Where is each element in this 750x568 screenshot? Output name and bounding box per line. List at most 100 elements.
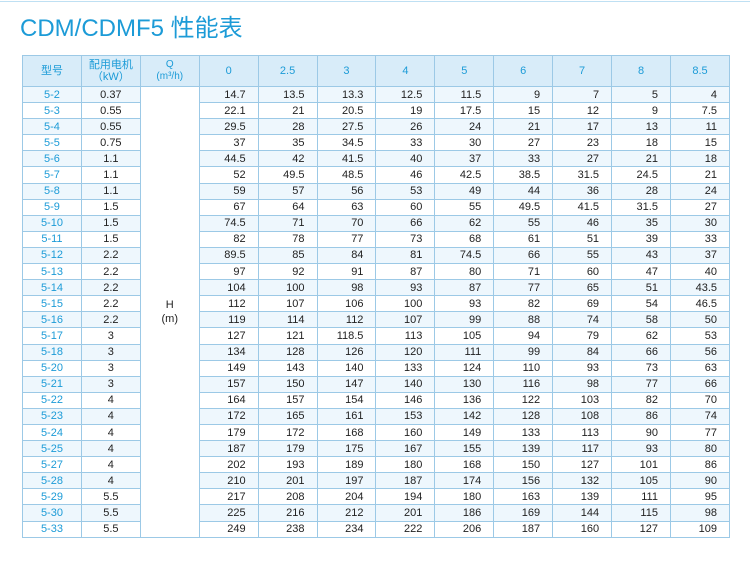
header-cell: 2.5: [257, 55, 318, 87]
head-value: 27: [669, 198, 731, 216]
head-value: 168: [316, 423, 377, 442]
head-value: 29.5: [198, 118, 259, 136]
head-value: 180: [375, 456, 436, 474]
table-row: 5-21 3 157 150 147 140 130 116 98 77 66: [22, 375, 731, 393]
head-value: 172: [257, 423, 318, 442]
motor-power: 3: [80, 359, 141, 377]
head-value: 111: [611, 488, 671, 506]
model: 5-8: [22, 182, 82, 200]
head-value: 86: [611, 407, 671, 425]
head-value: 48.5: [316, 166, 377, 184]
head-value: 78: [257, 230, 318, 248]
head-value: 164: [198, 391, 259, 409]
model: 5-23: [22, 407, 82, 425]
table-row: 5-15 2.2 112 107 106 100 93 82 69 54 46.5: [22, 295, 731, 313]
head-value: 79: [552, 327, 613, 345]
head-value: 161: [316, 407, 377, 425]
head-value: 234: [316, 520, 377, 538]
cell-text: 配用电机: [88, 59, 133, 71]
head-value: 18: [611, 134, 671, 152]
head-value: 93: [434, 295, 495, 313]
head-value: 216: [257, 504, 318, 522]
head-value: 217: [198, 488, 259, 506]
motor-power: 1.1: [80, 182, 141, 200]
model: 5-30: [22, 504, 82, 522]
motor-power: 5.5: [80, 520, 141, 538]
table-row: 5-7 1.1 52 49.5 48.5 46 42.5 38.5 31.5 24.5 21: [22, 166, 731, 184]
head-value: 70: [669, 391, 731, 409]
motor-power: 0.55: [80, 102, 141, 120]
head-value: 100: [257, 279, 318, 297]
motor-power: 1.5: [80, 230, 141, 248]
table-row: 5-33 5.5 249 238 234 222 206 187 160 127 109: [22, 520, 731, 538]
head-value: 47: [611, 263, 671, 281]
head-value: 134: [198, 343, 259, 361]
head-value: 36: [552, 182, 613, 200]
motor-power: 4: [80, 407, 141, 425]
head-value: 187: [493, 520, 554, 538]
head-value: 108: [552, 407, 613, 425]
motor-power: 5.5: [80, 488, 141, 506]
table-row: 5-18 3 134 128 126 120 111 99 84 66 56: [22, 343, 731, 361]
head-value: 80: [434, 263, 495, 281]
head-value: 77: [493, 279, 554, 297]
head-value: 34.5: [316, 134, 377, 152]
head-value: 12.5: [375, 85, 436, 104]
head-value: 225: [198, 504, 259, 522]
head-value: 87: [375, 263, 436, 281]
head-value: 93: [611, 440, 671, 458]
head-value: 157: [257, 391, 318, 409]
table-row: 5-10 1.5 74.5 71 70 66 62 55 46 35 30: [22, 214, 731, 232]
head-value: 17.5: [434, 102, 495, 120]
head-value: 60: [375, 198, 436, 216]
head-value: 74: [552, 311, 613, 329]
table-row: 5-16 2.2 119 114 112 107 99 88 74 58 50: [22, 311, 731, 329]
model: 5-12: [22, 246, 82, 265]
cell-text: H: [165, 298, 174, 311]
head-value: 97: [198, 263, 259, 281]
table-row: 5-25 4 187 179 175 167 155 139 117 93 80: [22, 440, 731, 458]
head-value: 28: [257, 118, 318, 136]
model: 5-28: [22, 472, 82, 490]
model: 5-9: [22, 198, 82, 216]
model: 5-24: [22, 423, 82, 442]
motor-power: 4: [80, 472, 141, 490]
head-value: 9: [611, 102, 671, 120]
head-value: 53: [669, 327, 731, 345]
motor-power: 3: [80, 375, 141, 393]
table-row: 5-2 0.37 H (m) 14.7 13.5 13.3 12.5 11.5 9 7 5 4: [22, 85, 731, 538]
head-value: 249: [198, 520, 259, 538]
model: 5-15: [22, 295, 82, 313]
head-value: 89.5: [198, 246, 259, 265]
head-value: 115: [611, 504, 671, 522]
header-cell: 6: [493, 55, 554, 87]
model: 5-5: [22, 134, 82, 152]
motor-power: 1.1: [80, 166, 141, 184]
head-value: 114: [257, 311, 318, 329]
head-value: 107: [375, 311, 436, 329]
head-value: 19: [375, 102, 436, 120]
cell-text: 型号: [40, 65, 63, 77]
head-value: 112: [198, 295, 259, 313]
head-value: 121: [257, 327, 318, 345]
motor-power: 2.2: [80, 311, 141, 329]
head-value: 100: [375, 295, 436, 313]
head-value: 93: [375, 279, 436, 297]
head-value: 67: [198, 198, 259, 216]
head-value: 139: [552, 488, 613, 506]
model: 5-10: [22, 214, 82, 232]
motor-power: 4: [80, 391, 141, 409]
head-value: 46: [552, 214, 613, 232]
head-value: 187: [198, 440, 259, 458]
head-value: 82: [611, 391, 671, 409]
model: 5-25: [22, 440, 82, 458]
model: 5-20: [22, 359, 82, 377]
head-value: 85: [257, 246, 318, 265]
table-row: 5-14 2.2 104 100 98 93 87 77 65 51 43.5: [22, 279, 731, 297]
motor-power: 2.2: [80, 279, 141, 297]
head-value: 169: [493, 504, 554, 522]
head-value: 174: [434, 472, 495, 490]
head-value: 33: [493, 150, 554, 168]
head-value: 179: [257, 440, 318, 458]
